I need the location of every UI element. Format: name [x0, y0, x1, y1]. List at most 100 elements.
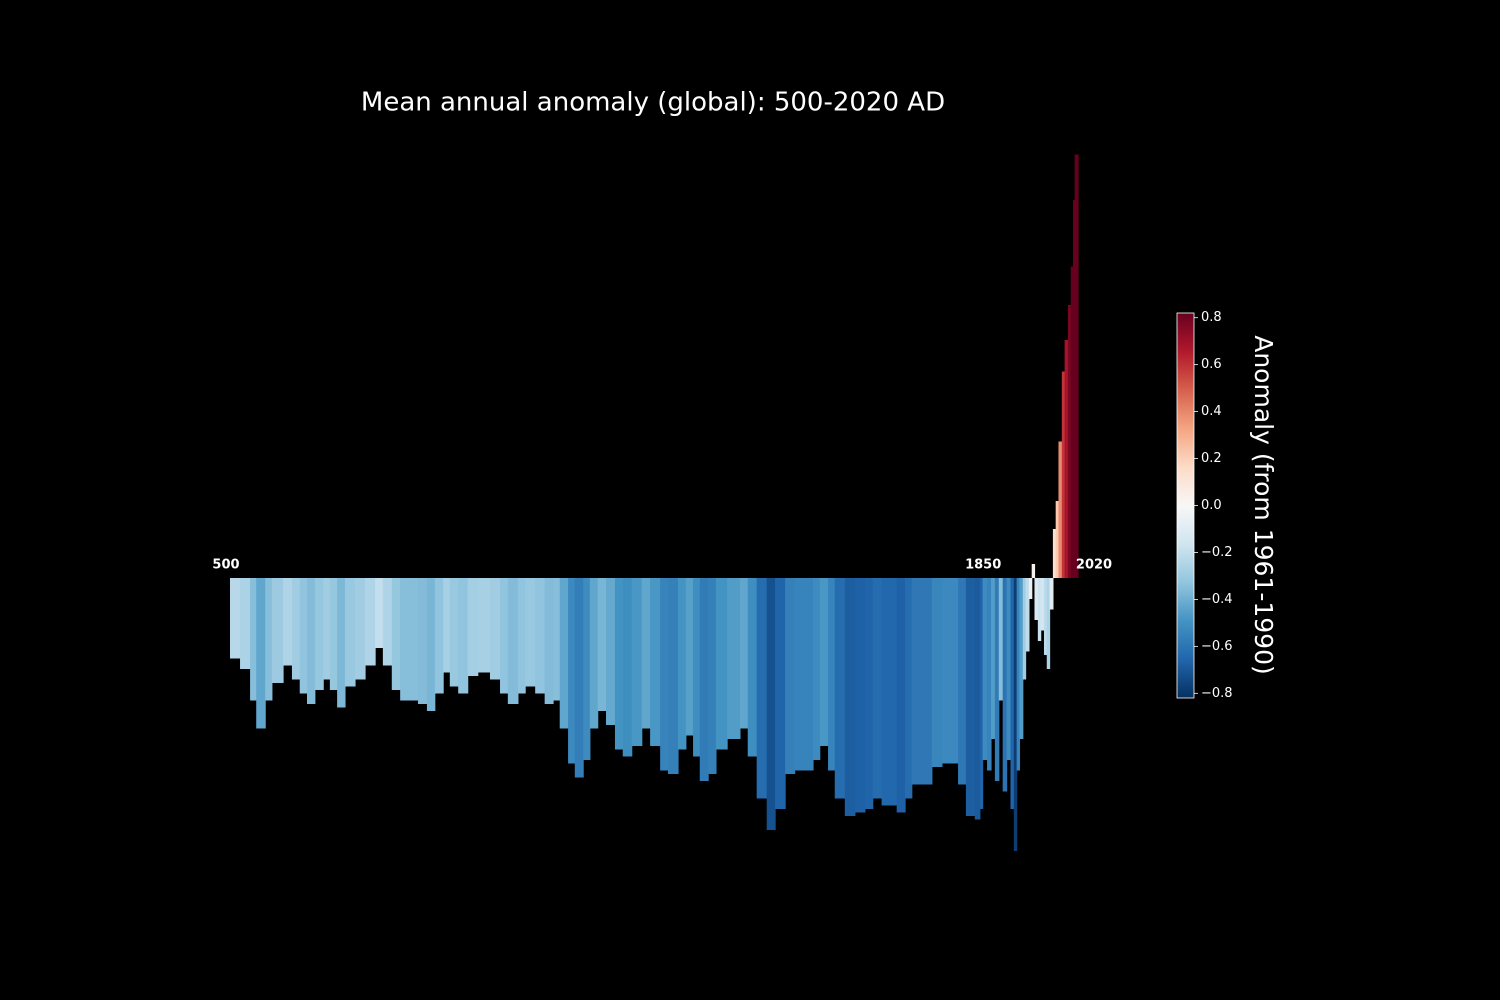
- bar: [306, 578, 316, 704]
- bar: [864, 578, 874, 809]
- bar: [583, 578, 591, 760]
- bar: [589, 578, 599, 729]
- bar: [990, 578, 996, 739]
- bar: [1067, 305, 1072, 578]
- bar: [794, 578, 806, 771]
- bar: [1034, 578, 1039, 620]
- bar: [1002, 578, 1008, 792]
- bar: [994, 578, 1000, 781]
- bar: [1061, 371, 1066, 578]
- bar: [974, 578, 981, 820]
- colorbar-tick-label: −0.4: [1201, 592, 1233, 607]
- bar: [467, 578, 479, 676]
- x-tick-label: 500: [212, 558, 239, 573]
- bar: [1016, 578, 1021, 771]
- bar: [965, 578, 976, 816]
- bar: [449, 578, 459, 687]
- bar: [1072, 200, 1076, 578]
- bar: [1070, 266, 1074, 578]
- bar: [1064, 340, 1069, 578]
- bar: [660, 578, 669, 771]
- bar: [622, 578, 633, 757]
- bar: [1037, 578, 1042, 641]
- bar: [650, 578, 661, 746]
- bar: [400, 578, 411, 701]
- bar: [250, 578, 257, 701]
- bar: [775, 578, 786, 809]
- bar: [489, 578, 501, 680]
- colorbar-tick-label: −0.6: [1201, 639, 1233, 654]
- bar: [354, 578, 366, 680]
- bar: [391, 578, 401, 690]
- bar: [911, 578, 923, 785]
- bar: [230, 578, 241, 659]
- bar: [477, 578, 491, 673]
- bar: [1074, 154, 1079, 578]
- bar: [500, 578, 509, 694]
- bar: [949, 578, 959, 764]
- colorbar-tick-label: −0.2: [1201, 545, 1233, 560]
- bar: [458, 578, 469, 694]
- bar: [766, 578, 776, 830]
- bar: [1040, 578, 1045, 631]
- bar: [434, 578, 444, 694]
- bar: [667, 578, 679, 774]
- colorbar-tick-label: 0.4: [1201, 404, 1222, 419]
- bar: [1019, 578, 1024, 739]
- colorbar-label: Anomaly (from 1961-1990): [1249, 335, 1278, 675]
- bar: [1031, 564, 1036, 578]
- bar: [941, 578, 951, 764]
- bar: [1006, 578, 1012, 760]
- bar: [785, 578, 796, 774]
- bar: [872, 578, 883, 799]
- bar: [568, 578, 576, 764]
- bar: [517, 578, 526, 694]
- bar: [828, 578, 836, 771]
- colorbar: [1176, 312, 1195, 699]
- colorbar-tick-label: 0.6: [1201, 357, 1222, 372]
- bar: [699, 578, 709, 781]
- bar: [314, 578, 324, 690]
- bar: [921, 578, 933, 785]
- bar: [834, 578, 846, 799]
- bar: [544, 578, 554, 704]
- bar: [631, 578, 643, 746]
- bar: [844, 578, 856, 816]
- bar: [323, 578, 331, 680]
- bar: [979, 578, 984, 809]
- bar: [1010, 578, 1015, 809]
- bar: [291, 578, 301, 680]
- x-tick-label: 1850: [965, 558, 1001, 573]
- bar: [1049, 578, 1054, 610]
- bar: [677, 578, 687, 750]
- bar: [905, 578, 913, 799]
- colorbar-tick-label: 0.2: [1201, 451, 1222, 466]
- bar: [889, 578, 898, 806]
- bar: [443, 578, 451, 673]
- bar: [418, 578, 428, 704]
- bar: [804, 578, 814, 771]
- bar: [535, 578, 546, 694]
- bar: [1025, 578, 1030, 652]
- bar: [265, 578, 273, 701]
- bar: [708, 578, 717, 774]
- bar: [256, 578, 266, 729]
- bar: [337, 578, 346, 708]
- bar: [329, 578, 338, 690]
- bar: [375, 578, 384, 648]
- bar: [597, 578, 607, 711]
- bar: [614, 578, 624, 750]
- bar: [559, 578, 569, 729]
- x-tick-label: 2020: [1076, 558, 1112, 573]
- bar: [739, 578, 749, 729]
- bar: [931, 578, 943, 767]
- bar: [998, 578, 1004, 701]
- bar: [896, 578, 906, 813]
- bar: [982, 578, 988, 760]
- colorbar-tick-label: 0.0: [1201, 498, 1222, 513]
- bar: [881, 578, 891, 806]
- bar: [525, 578, 536, 687]
- bar: [574, 578, 584, 778]
